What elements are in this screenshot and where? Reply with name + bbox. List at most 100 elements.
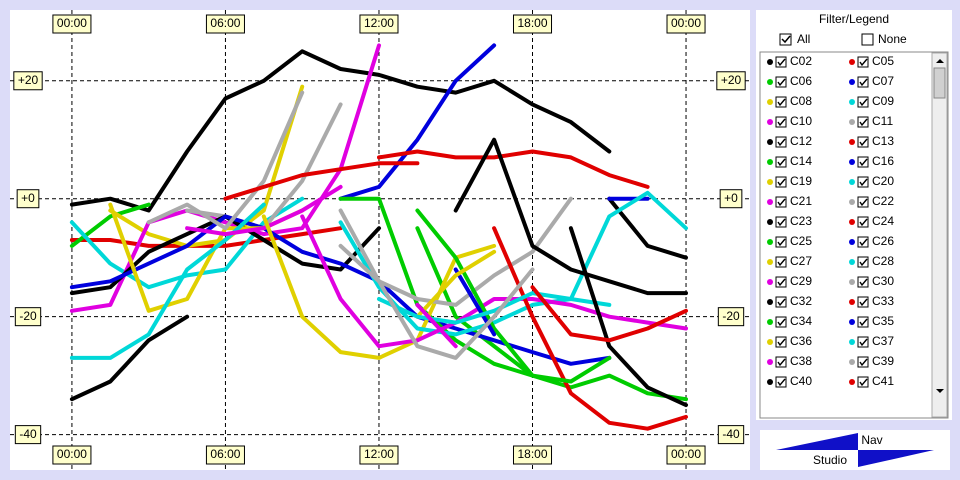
- legend-checkbox[interactable]: [857, 336, 869, 348]
- legend-checkbox[interactable]: [775, 356, 787, 368]
- legend-checkbox[interactable]: [857, 256, 869, 268]
- legend-swatch: [849, 259, 855, 265]
- legend-checkbox[interactable]: [775, 376, 787, 388]
- legend-label[interactable]: C09: [872, 94, 894, 108]
- legend-checkbox[interactable]: [857, 376, 869, 388]
- check: [859, 118, 868, 127]
- none-label[interactable]: None: [878, 32, 907, 46]
- legend-swatch: [767, 299, 773, 305]
- legend-checkbox[interactable]: [775, 236, 787, 248]
- check: [777, 178, 786, 187]
- legend-label[interactable]: C38: [790, 354, 812, 368]
- legend-label[interactable]: C28: [872, 254, 894, 268]
- legend-swatch: [849, 79, 855, 85]
- legend-checkbox[interactable]: [775, 196, 787, 208]
- legend-checkbox[interactable]: [775, 136, 787, 148]
- legend-checkbox[interactable]: [775, 156, 787, 168]
- legend-checkbox[interactable]: [775, 96, 787, 108]
- legend-label[interactable]: C27: [790, 254, 812, 268]
- tick-text: 12:00: [364, 16, 394, 30]
- legend-checkbox[interactable]: [857, 216, 869, 228]
- series-line: [69, 196, 305, 290]
- legend-label[interactable]: C06: [790, 74, 812, 88]
- legend-checkbox[interactable]: [857, 156, 869, 168]
- legend-swatch: [849, 379, 855, 385]
- legend-checkbox[interactable]: [857, 56, 869, 68]
- legend-checkbox[interactable]: [775, 76, 787, 88]
- legend-checkbox[interactable]: [775, 256, 787, 268]
- legend-checkbox[interactable]: [857, 276, 869, 288]
- legend-label[interactable]: C33: [872, 294, 894, 308]
- legend-checkbox[interactable]: [857, 316, 869, 328]
- legend-label[interactable]: C07: [872, 74, 894, 88]
- legend-checkbox[interactable]: [775, 56, 787, 68]
- legend-label[interactable]: C41: [872, 374, 894, 388]
- legend-label[interactable]: C19: [790, 174, 812, 188]
- legend-checkbox[interactable]: [775, 316, 787, 328]
- series-line: [492, 226, 688, 431]
- tick-box: [205, 14, 245, 34]
- legend-label[interactable]: C25: [790, 234, 812, 248]
- legend-checkbox[interactable]: [857, 76, 869, 88]
- legend-checkbox[interactable]: [857, 196, 869, 208]
- legend-checkbox[interactable]: [775, 276, 787, 288]
- legend-label[interactable]: C34: [790, 314, 812, 328]
- legend-label[interactable]: C02: [790, 54, 812, 68]
- scrollbar[interactable]: [931, 52, 948, 418]
- legend-label[interactable]: C05: [872, 54, 894, 68]
- tick-label: 18:00: [512, 445, 553, 465]
- legend-label[interactable]: C30: [872, 274, 894, 288]
- legend-checkbox[interactable]: [775, 296, 787, 308]
- series-line: [338, 208, 535, 360]
- legend-swatch: [849, 99, 855, 105]
- tick-box: [666, 14, 706, 34]
- legend-label[interactable]: C26: [872, 234, 894, 248]
- check: [777, 138, 786, 147]
- all-checkbox[interactable]: [779, 33, 792, 46]
- legend-checkbox[interactable]: [857, 236, 869, 248]
- legend-label[interactable]: C13: [872, 134, 894, 148]
- nav-arrow-right[interactable]: [858, 450, 934, 467]
- legend-checkbox[interactable]: [775, 176, 787, 188]
- legend-label[interactable]: C35: [872, 314, 894, 328]
- legend-label[interactable]: C37: [872, 334, 894, 348]
- nav-label[interactable]: Nav: [861, 433, 882, 447]
- legend-label[interactable]: C23: [790, 214, 812, 228]
- tick-box: [16, 189, 40, 209]
- nav-arrow-left[interactable]: [776, 433, 858, 450]
- legend-label[interactable]: C08: [790, 94, 812, 108]
- legend-label[interactable]: C39: [872, 354, 894, 368]
- legend-checkbox[interactable]: [775, 336, 787, 348]
- legend-label[interactable]: C14: [790, 154, 812, 168]
- legend-label[interactable]: C32: [790, 294, 812, 308]
- legend-label[interactable]: C12: [790, 134, 812, 148]
- legend-checkbox[interactable]: [775, 116, 787, 128]
- legend-label[interactable]: C29: [790, 274, 812, 288]
- legend-label[interactable]: C20: [872, 174, 894, 188]
- legend-checkbox[interactable]: [857, 296, 869, 308]
- all-label[interactable]: All: [797, 32, 810, 46]
- legend-label[interactable]: C16: [872, 154, 894, 168]
- legend-label[interactable]: C40: [790, 374, 812, 388]
- legend-checkbox[interactable]: [857, 356, 869, 368]
- tick-box: [716, 71, 746, 91]
- legend-label[interactable]: C10: [790, 114, 812, 128]
- tick-label: -20: [14, 307, 42, 327]
- legend-checkbox[interactable]: [775, 216, 787, 228]
- legend-checkbox[interactable]: [857, 136, 869, 148]
- legend-swatch: [849, 59, 855, 65]
- legend-label[interactable]: C11: [872, 114, 893, 128]
- legend-label[interactable]: C24: [872, 214, 894, 228]
- tick-label: 00:00: [52, 14, 92, 34]
- legend-checkbox[interactable]: [857, 116, 869, 128]
- legend-label[interactable]: C21: [790, 194, 812, 208]
- none-checkbox[interactable]: [861, 33, 874, 46]
- nav-widget[interactable]: Nav Studio: [760, 430, 950, 470]
- legend-label[interactable]: C36: [790, 334, 812, 348]
- studio-label[interactable]: Studio: [813, 453, 847, 467]
- legend-label[interactable]: C22: [872, 194, 894, 208]
- legend-checkbox[interactable]: [857, 96, 869, 108]
- scroll-thumb[interactable]: [933, 67, 946, 99]
- legend-checkbox[interactable]: [857, 176, 869, 188]
- legend-swatch: [767, 139, 773, 145]
